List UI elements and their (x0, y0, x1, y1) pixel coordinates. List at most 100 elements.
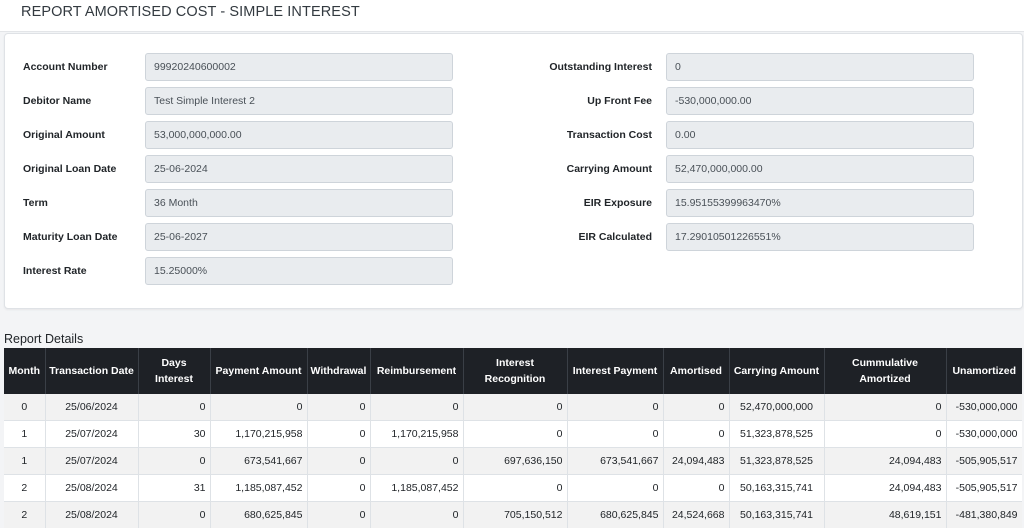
cell-month: 1 (4, 447, 46, 475)
column-header-unamortized[interactable]: Unamortized (946, 348, 1022, 394)
eir-exposure-field[interactable]: 15.95155399963470% (666, 189, 974, 217)
account-info-card: Account Number 99920240600002 Debitor Na… (4, 33, 1023, 309)
cell-unamortized: -530,000,000 (946, 420, 1022, 448)
cell-interest-recognition: 705,150,512 (463, 501, 568, 528)
cell-transaction-date: 25/06/2024 (45, 394, 139, 421)
cell-days-interest: 31 (138, 474, 211, 502)
cell-payment-amount: 1,170,215,958 (210, 420, 308, 448)
cell-withdrawal: 0 (307, 420, 371, 448)
carrying-amount-label: Carrying Amount (566, 163, 652, 175)
maturity-loan-date-field[interactable]: 25-06-2027 (145, 223, 453, 251)
cell-transaction-date: 25/07/2024 (45, 420, 139, 448)
cell-unamortized: -505,905,517 (946, 474, 1022, 502)
cell-interest-payment: 0 (567, 394, 664, 421)
column-header-carrying-amount[interactable]: Carrying Amount (729, 348, 825, 394)
cell-withdrawal: 0 (307, 447, 371, 475)
column-header-interest-recognition[interactable]: Interest Recognition (463, 348, 568, 394)
table-row: 0 25/06/2024 0 0 0 0 0 0 0 52,470,000,00… (4, 394, 1022, 421)
cell-days-interest: 0 (138, 447, 211, 475)
maturity-loan-date-label: Maturity Loan Date (23, 231, 118, 243)
cell-cummulative-amortized: 0 (824, 420, 947, 448)
table-row: 2 25/08/2024 0 680,625,845 0 0 705,150,5… (4, 501, 1022, 528)
cell-carrying-amount: 52,470,000,000 (729, 394, 825, 421)
cell-interest-recognition: 0 (463, 394, 568, 421)
report-table-container: Month Transaction Date Days Interest Pay… (4, 348, 1022, 528)
column-header-month[interactable]: Month (4, 348, 46, 394)
cell-cummulative-amortized: 48,619,151 (824, 501, 947, 528)
outstanding-interest-label: Outstanding Interest (549, 61, 652, 73)
cell-interest-payment: 680,625,845 (567, 501, 664, 528)
term-label: Term (23, 197, 48, 209)
cell-payment-amount: 673,541,667 (210, 447, 308, 475)
cell-withdrawal: 0 (307, 501, 371, 528)
cell-interest-recognition: 697,636,150 (463, 447, 568, 475)
cell-payment-amount: 680,625,845 (210, 501, 308, 528)
cell-reimbursement: 0 (370, 501, 464, 528)
cell-carrying-amount: 51,323,878,525 (729, 447, 825, 475)
cell-month: 0 (4, 394, 46, 421)
transaction-cost-field[interactable]: 0.00 (666, 121, 974, 149)
report-details-title: Report Details (4, 332, 84, 346)
column-header-interest-payment[interactable]: Interest Payment (567, 348, 664, 394)
table-header-row: Month Transaction Date Days Interest Pay… (4, 348, 1022, 394)
table-row: 2 25/08/2024 31 1,185,087,452 0 1,185,08… (4, 474, 1022, 502)
cell-month: 2 (4, 474, 46, 502)
column-header-withdrawal[interactable]: Withdrawal (307, 348, 371, 394)
original-loan-date-field[interactable]: 25-06-2024 (145, 155, 453, 183)
cell-days-interest: 30 (138, 420, 211, 448)
cell-reimbursement: 1,185,087,452 (370, 474, 464, 502)
column-header-cummulative-amortized[interactable]: Cummulative Amortized (824, 348, 947, 394)
interest-rate-label: Interest Rate (23, 265, 87, 277)
cell-month: 2 (4, 501, 46, 528)
eir-exposure-label: EIR Exposure (583, 197, 652, 209)
cell-unamortized: -505,905,517 (946, 447, 1022, 475)
column-header-payment-amount[interactable]: Payment Amount (210, 348, 308, 394)
original-amount-field[interactable]: 53,000,000,000.00 (145, 121, 453, 149)
cell-interest-payment: 0 (567, 420, 664, 448)
page-header: REPORT AMORTISED COST - SIMPLE INTEREST (0, 0, 1024, 32)
column-header-amortised[interactable]: Amortised (663, 348, 730, 394)
cell-interest-recognition: 0 (463, 420, 568, 448)
debitor-name-label: Debitor Name (23, 95, 92, 107)
original-loan-date-label: Original Loan Date (23, 163, 117, 175)
account-number-label: Account Number (23, 61, 108, 73)
cell-payment-amount: 1,185,087,452 (210, 474, 308, 502)
cell-days-interest: 0 (138, 501, 211, 528)
up-front-fee-label: Up Front Fee (587, 95, 652, 107)
cell-carrying-amount: 50,163,315,741 (729, 501, 825, 528)
column-header-transaction-date[interactable]: Transaction Date (45, 348, 139, 394)
transaction-cost-label: Transaction Cost (566, 129, 652, 141)
cell-amortised: 0 (663, 420, 730, 448)
table-row: 1 25/07/2024 30 1,170,215,958 0 1,170,21… (4, 420, 1022, 448)
account-number-field[interactable]: 99920240600002 (145, 53, 453, 81)
cell-interest-recognition: 0 (463, 474, 568, 502)
cell-withdrawal: 0 (307, 474, 371, 502)
outstanding-interest-field[interactable]: 0 (666, 53, 974, 81)
interest-rate-field[interactable]: 15.25000% (145, 257, 453, 285)
cell-amortised: 0 (663, 394, 730, 421)
cell-month: 1 (4, 420, 46, 448)
cell-amortised: 24,524,668 (663, 501, 730, 528)
up-front-fee-field[interactable]: -530,000,000.00 (666, 87, 974, 115)
carrying-amount-field[interactable]: 52,470,000,000.00 (666, 155, 974, 183)
cell-withdrawal: 0 (307, 394, 371, 421)
cell-amortised: 24,094,483 (663, 447, 730, 475)
cell-transaction-date: 25/08/2024 (45, 474, 139, 502)
report-table: Month Transaction Date Days Interest Pay… (4, 348, 1022, 528)
column-header-days-interest[interactable]: Days Interest (138, 348, 211, 394)
eir-calculated-field[interactable]: 17.29010501226551% (666, 223, 974, 251)
table-row: 1 25/07/2024 0 673,541,667 0 0 697,636,1… (4, 447, 1022, 475)
page-title: REPORT AMORTISED COST - SIMPLE INTEREST (21, 4, 360, 20)
cell-days-interest: 0 (138, 394, 211, 421)
cell-reimbursement: 1,170,215,958 (370, 420, 464, 448)
cell-carrying-amount: 50,163,315,741 (729, 474, 825, 502)
cell-transaction-date: 25/08/2024 (45, 501, 139, 528)
debitor-name-field[interactable]: Test Simple Interest 2 (145, 87, 453, 115)
cell-cummulative-amortized: 24,094,483 (824, 474, 947, 502)
cell-carrying-amount: 51,323,878,525 (729, 420, 825, 448)
cell-unamortized: -530,000,000 (946, 394, 1022, 421)
term-field[interactable]: 36 Month (145, 189, 453, 217)
column-header-reimbursement[interactable]: Reimbursement (370, 348, 464, 394)
cell-cummulative-amortized: 24,094,483 (824, 447, 947, 475)
cell-cummulative-amortized: 0 (824, 394, 947, 421)
